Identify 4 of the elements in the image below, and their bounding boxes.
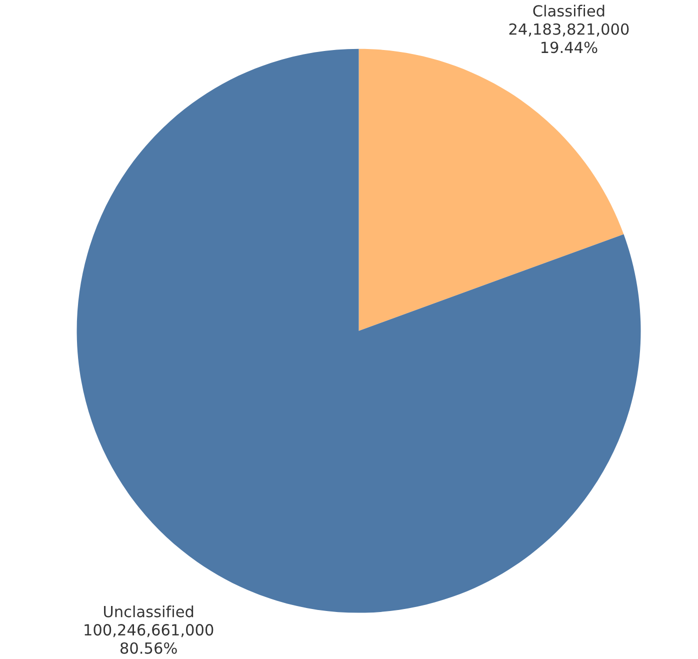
slice-label: Classified xyxy=(533,4,604,17)
data-label: 100,246,661,000 80.56% xyxy=(84,624,214,654)
data-label: 24,183,821,000 19.44% xyxy=(509,23,629,54)
slice-label: Unclassified xyxy=(104,606,194,618)
